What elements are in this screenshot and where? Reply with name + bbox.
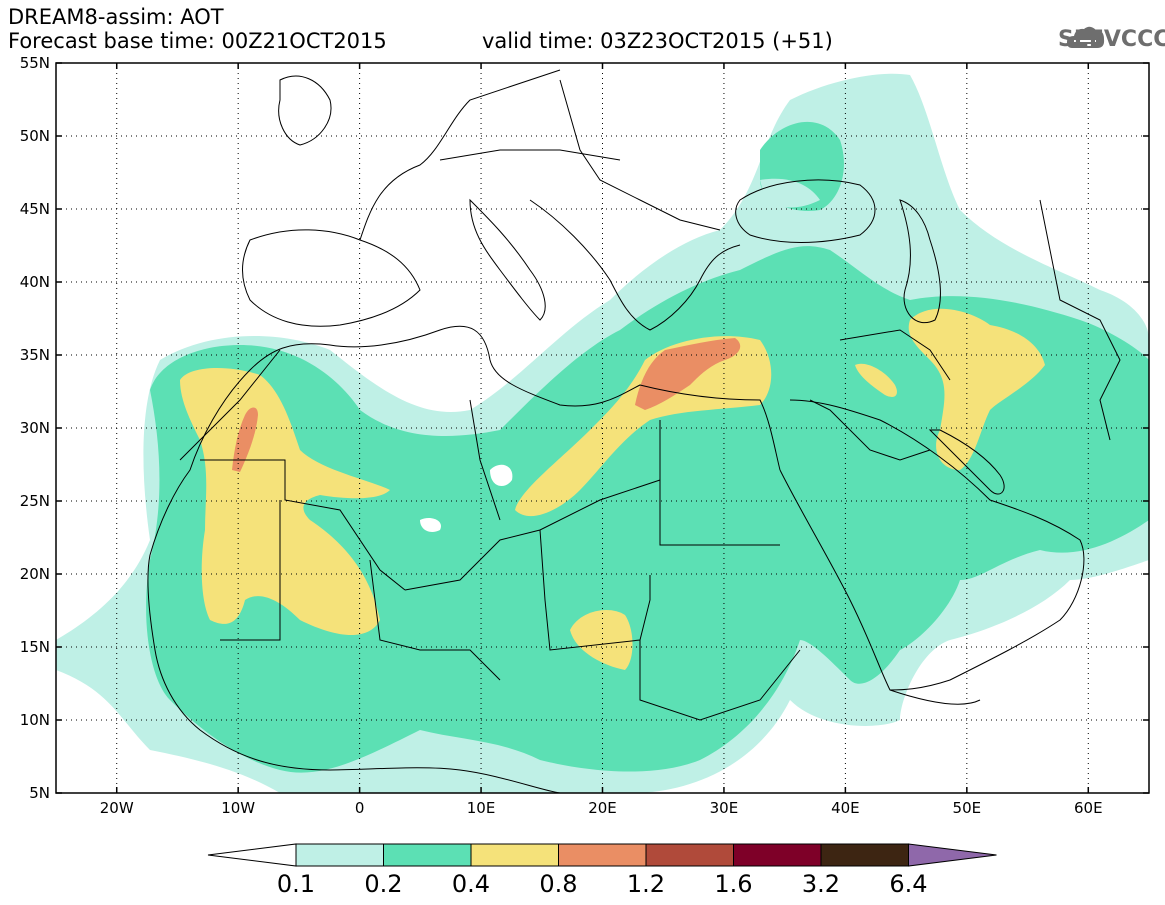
colorbar-swatch xyxy=(820,843,909,867)
lon-tick-label: 50E xyxy=(953,799,982,817)
lat-tick-label: 40N xyxy=(20,273,50,291)
colorbar-swatch xyxy=(558,843,647,867)
colorbar-level-label: 0.8 xyxy=(539,870,578,898)
colorbar-level-label: 0.1 xyxy=(276,870,316,898)
colorbar-level-label: 1.6 xyxy=(714,870,753,898)
lat-tick-label: 15N xyxy=(20,638,50,656)
lon-tick-label: 40E xyxy=(831,799,860,817)
colorbar-swatch xyxy=(733,843,822,867)
colorbar-swatch xyxy=(645,843,734,867)
lon-tick-label: 60E xyxy=(1074,799,1103,817)
lon-tick-label: 20W xyxy=(100,799,134,817)
colorbar-level-label: 0.4 xyxy=(451,870,491,898)
lat-tick-label: 50N xyxy=(20,127,50,145)
lon-tick-label: 10W xyxy=(221,799,255,817)
cloud-icon xyxy=(1067,26,1105,48)
colorbar-level-label: 3.2 xyxy=(801,870,841,898)
lon-tick-label: 30E xyxy=(710,799,739,817)
coastlines xyxy=(147,69,1121,793)
base-time-label: Forecast base time: 00Z21OCT2015 xyxy=(8,29,387,53)
lat-tick-label: 45N xyxy=(20,200,50,218)
lon-tick-label: 20E xyxy=(588,799,617,817)
lat-tick-label: 10N xyxy=(20,711,50,729)
lon-tick-label: 10E xyxy=(467,799,496,817)
colorbar-swatch xyxy=(295,843,384,867)
colorbar-arrow-high xyxy=(908,843,997,867)
lat-tick-label: 20N xyxy=(20,565,50,583)
colorbar-arrow-low xyxy=(207,843,297,867)
graticule xyxy=(56,63,1149,793)
colorbar-level-label: 0.2 xyxy=(364,870,403,898)
colorbar-swatch xyxy=(470,843,559,867)
valid-time-label: valid time: 03Z23OCT2015 (+51) xyxy=(482,29,833,53)
product-title: DREAM8-assim: AOT xyxy=(8,5,224,29)
colorbar-swatch xyxy=(383,843,472,867)
colorbar-level-label: 6.4 xyxy=(889,870,928,898)
lat-tick-label: 30N xyxy=(20,419,50,437)
lat-tick-label: 25N xyxy=(20,492,50,510)
axis-ticks: 20W 10W 0 10E 20E 30E 40E 50E 60E 55N 50N 45N 40N 35N… xyxy=(20,54,1149,817)
lat-tick-label: 35N xyxy=(20,346,50,364)
lat-tick-label: 55N xyxy=(20,54,50,72)
colorbar-level-label: 1.2 xyxy=(626,870,666,898)
lat-tick-label: 5N xyxy=(29,784,50,802)
lon-tick-label: 0 xyxy=(355,799,365,817)
logo-text: SEEVCCC xyxy=(1058,27,1165,52)
